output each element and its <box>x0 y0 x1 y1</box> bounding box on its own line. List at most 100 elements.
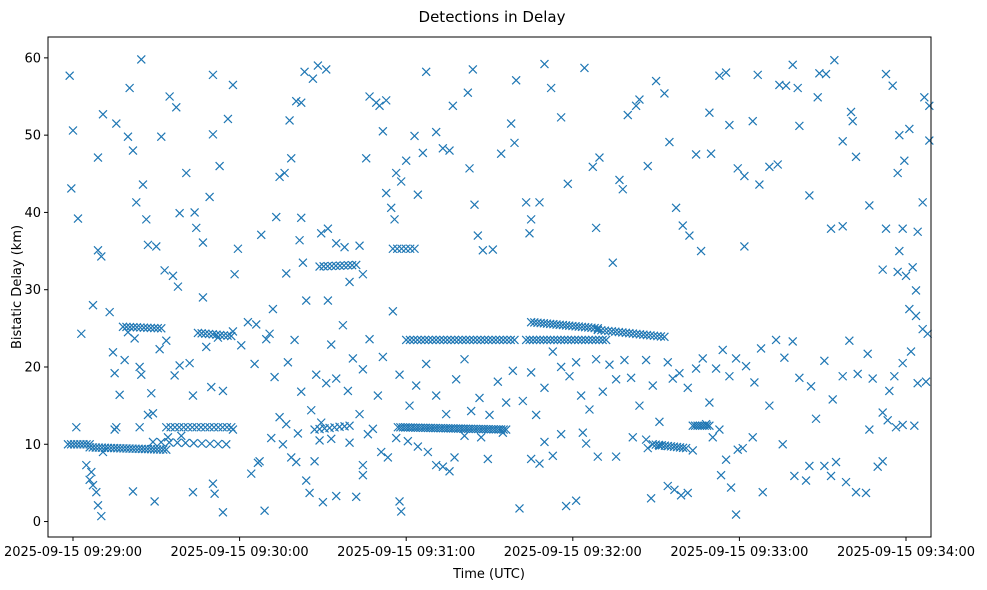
data-point <box>594 335 604 345</box>
data-point <box>172 438 182 448</box>
data-point <box>909 421 919 431</box>
data-point <box>635 329 645 339</box>
data-point <box>423 447 433 457</box>
data-point <box>193 328 203 338</box>
data-point <box>161 336 171 346</box>
data-point <box>663 357 673 367</box>
data-point <box>911 286 921 295</box>
data-point <box>136 54 146 64</box>
x-axis: 2025-09-15 09:29:00 2025-09-15 09:30:00 20… <box>4 537 975 560</box>
data-point <box>721 455 731 465</box>
data-point <box>716 470 726 480</box>
data-point <box>93 153 103 162</box>
data-point <box>804 461 814 471</box>
data-point <box>618 184 628 194</box>
data-point <box>71 422 81 432</box>
data-point <box>351 260 361 270</box>
data-point <box>904 304 914 314</box>
data-point <box>754 180 764 190</box>
data-point <box>204 329 214 339</box>
data-point <box>376 447 386 457</box>
data-point <box>556 112 566 122</box>
data-point <box>483 454 493 464</box>
data-point <box>539 335 548 345</box>
data-point <box>559 335 569 345</box>
data-point <box>355 241 364 251</box>
data-point <box>142 323 152 333</box>
data-point <box>413 442 423 452</box>
data-point <box>733 163 743 173</box>
data-point <box>656 332 666 341</box>
data-point <box>749 378 759 387</box>
data-point <box>368 424 378 434</box>
data-point <box>540 59 549 69</box>
data-point <box>738 443 748 453</box>
data-point <box>819 356 829 366</box>
data-point <box>431 391 441 401</box>
y-axis-label: Bistatic Delay (km) <box>10 225 25 349</box>
data-point <box>343 260 353 270</box>
data-point <box>721 68 731 77</box>
data-point <box>566 335 576 345</box>
data-point <box>228 327 238 336</box>
data-point <box>741 361 751 371</box>
data-point <box>615 175 624 185</box>
data-point <box>611 374 621 384</box>
data-point <box>668 374 678 384</box>
data-point <box>86 467 96 477</box>
data-point <box>628 432 638 442</box>
data-point <box>580 63 589 73</box>
data-point <box>571 496 581 506</box>
data-point <box>470 200 479 210</box>
data-point <box>485 410 494 420</box>
data-point <box>405 401 414 411</box>
data-point <box>131 197 141 207</box>
data-point <box>445 146 454 156</box>
data-point <box>378 352 388 362</box>
data-point <box>427 335 437 345</box>
data-point <box>773 160 783 169</box>
data-point <box>166 422 176 432</box>
data-point <box>212 330 221 340</box>
x-tick-label: 2025-09-15 09:34:00 <box>837 545 975 560</box>
data-point <box>724 371 734 381</box>
data-point <box>472 335 482 345</box>
data-point <box>174 422 184 432</box>
data-point <box>396 507 406 516</box>
data-point <box>65 71 75 81</box>
data-point <box>600 326 610 336</box>
data-point <box>704 108 714 118</box>
data-point <box>726 483 736 492</box>
data-point <box>213 422 223 432</box>
data-point <box>638 330 648 340</box>
data-point <box>884 386 894 396</box>
data-point <box>696 246 706 256</box>
data-point <box>601 335 611 345</box>
data-point <box>290 335 299 345</box>
data-point <box>200 329 210 339</box>
data-point <box>196 422 206 432</box>
data-point <box>73 214 83 224</box>
data-point <box>403 436 413 446</box>
data-point <box>395 497 404 506</box>
data-point <box>171 102 181 112</box>
data-point <box>643 443 653 453</box>
data-point <box>236 340 246 350</box>
data-point <box>841 477 851 487</box>
data-point <box>315 262 324 271</box>
data-point <box>339 261 349 270</box>
x-tick-label: 2025-09-15 09:32:00 <box>504 545 642 560</box>
data-point <box>280 168 290 178</box>
data-point <box>421 359 431 369</box>
data-point <box>652 331 662 341</box>
data-point <box>591 335 601 345</box>
data-point <box>778 439 788 449</box>
data-point <box>466 406 476 416</box>
data-point <box>358 364 368 374</box>
data-point <box>410 131 419 141</box>
y-tick-label: 10 <box>24 438 41 453</box>
data-point <box>345 277 354 287</box>
data-point <box>188 487 198 497</box>
data-point <box>691 150 701 159</box>
data-point <box>635 95 644 105</box>
